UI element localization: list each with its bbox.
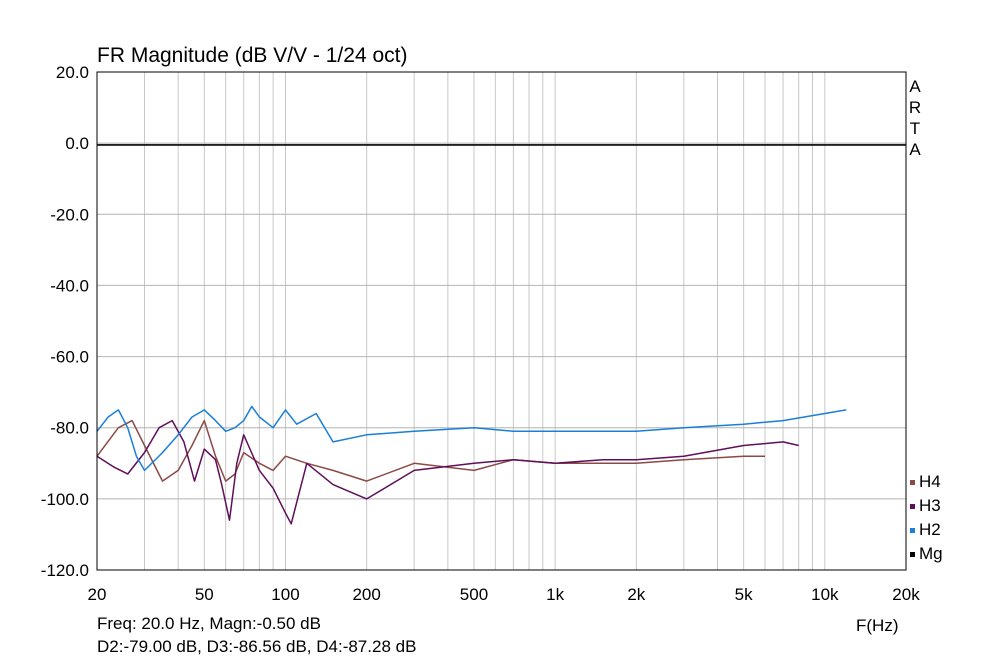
chart-title: FR Magnitude (dB V/V - 1/24 oct) xyxy=(97,44,407,67)
y-tick-label: -20.0 xyxy=(50,205,89,224)
x-tick-labels: 20 50 100 200 500 1k 2k 5k 10k 20k xyxy=(88,585,921,604)
x-tick-label: 200 xyxy=(352,585,380,604)
x-tick-label: 1k xyxy=(546,585,564,604)
y-tick-label: 20.0 xyxy=(56,63,89,82)
plot-grid xyxy=(96,71,907,571)
legend-swatch-h2 xyxy=(910,528,915,533)
x-tick-label: 500 xyxy=(460,585,488,604)
y-tick-label: 0.0 xyxy=(65,134,89,153)
legend-label-h3: H3 xyxy=(919,496,941,515)
side-label-letter: A xyxy=(909,140,921,159)
x-tick-label: 20 xyxy=(88,585,107,604)
side-label-letter: R xyxy=(909,98,921,117)
series-line-h4 xyxy=(96,419,765,482)
legend-swatch-h4 xyxy=(910,480,915,485)
legend-swatch-mg xyxy=(910,552,915,557)
y-tick-label: -60.0 xyxy=(50,348,89,367)
x-tick-label: 10k xyxy=(811,585,839,604)
y-tick-label: -80.0 xyxy=(50,419,89,438)
plot-series xyxy=(96,144,906,525)
legend-label-h2: H2 xyxy=(919,520,941,539)
x-axis-label: F(Hz) xyxy=(856,616,898,635)
legend-swatch-h3 xyxy=(910,504,915,509)
x-tick-label: 5k xyxy=(735,585,753,604)
y-tick-label: -120.0 xyxy=(41,561,89,580)
x-tick-label: 100 xyxy=(271,585,299,604)
y-tick-label: -40.0 xyxy=(50,276,89,295)
legend[interactable]: H4 H3 H2 Mg xyxy=(910,472,943,563)
x-tick-label: 50 xyxy=(195,585,214,604)
cursor-readout-line-1: Freq: 20.0 Hz, Magn:-0.50 dB xyxy=(97,614,321,633)
y-tick-label: -100.0 xyxy=(41,490,89,509)
side-label-letter: T xyxy=(910,119,920,138)
series-line-h2 xyxy=(96,405,847,472)
y-tick-labels: 20.0 0.0 -20.0 -40.0 -60.0 -80.0 -100.0 -120.0 xyxy=(41,63,89,580)
plot-frame xyxy=(96,71,907,571)
legend-label-h4: H4 xyxy=(919,472,941,491)
cursor-readout-line-2: D2:-79.00 dB, D3:-86.56 dB, D4:-87.28 dB xyxy=(97,637,417,656)
series-line-h3 xyxy=(96,419,799,525)
side-label-letter: A xyxy=(909,77,921,96)
x-tick-label: 20k xyxy=(892,585,920,604)
x-tick-label: 2k xyxy=(627,585,645,604)
legend-label-mg: Mg xyxy=(919,544,943,563)
